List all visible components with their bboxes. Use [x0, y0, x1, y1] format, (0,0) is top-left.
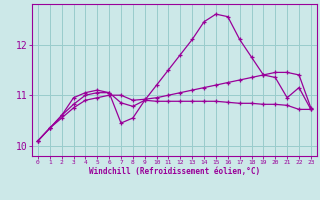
X-axis label: Windchill (Refroidissement éolien,°C): Windchill (Refroidissement éolien,°C) [89, 167, 260, 176]
